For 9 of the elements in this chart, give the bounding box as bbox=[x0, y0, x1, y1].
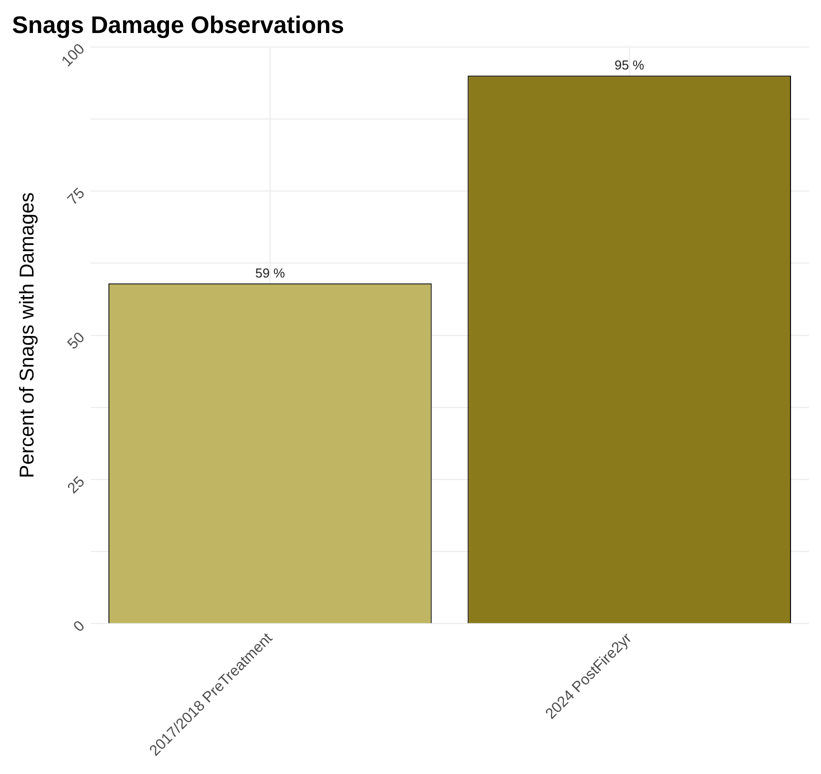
y-tick-label: 100 bbox=[58, 40, 88, 70]
y-tick-label: 50 bbox=[64, 329, 88, 353]
y-tick-label: 75 bbox=[64, 184, 88, 209]
data-label: 95 % bbox=[614, 58, 645, 73]
chart-title: Snags Damage Observations bbox=[12, 12, 344, 40]
y-tick-label: 25 bbox=[64, 473, 88, 498]
y-tick-label: 0 bbox=[70, 617, 88, 636]
data-label: 59 % bbox=[255, 265, 286, 280]
y-axis-title: Percent of Snags with Damages bbox=[16, 192, 39, 478]
